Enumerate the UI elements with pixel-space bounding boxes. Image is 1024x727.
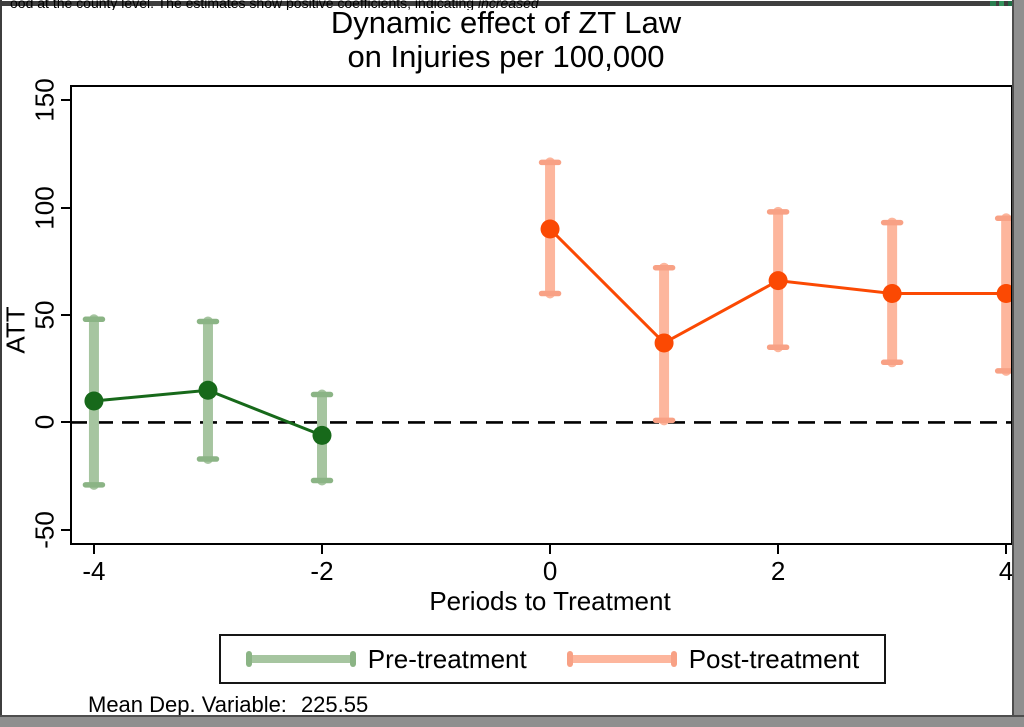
- mean-dep-variable-note: Mean Dep. Variable: 225.55: [88, 692, 368, 718]
- occluded-document-text: ood at the county level. The estimates s…: [10, 0, 539, 10]
- x-tick-label: 2: [770, 556, 786, 586]
- x-tick-label: 0: [542, 556, 558, 586]
- y-tick-label: 150: [29, 78, 60, 122]
- x-tick-mark: [777, 545, 780, 554]
- y-tick-mark: [61, 99, 70, 102]
- legend-entry-post-treatment: Post-treatment: [566, 643, 860, 675]
- x-tick-label: -4: [82, 556, 106, 586]
- occluded-document-strip: ood at the county level. The estimates s…: [0, 0, 1024, 10]
- x-tick-mark: [549, 545, 552, 554]
- x-tick-mark: [92, 545, 95, 554]
- y-tick-mark: [61, 528, 70, 531]
- toolbar-fragment-icon: [1008, 1, 1014, 6]
- y-tick-mark: [61, 421, 70, 424]
- plot-frame: [70, 85, 1013, 545]
- legend-box: Pre-treatment Post-treatment: [219, 634, 886, 684]
- y-tick-label: 100: [29, 185, 60, 230]
- y-tick-mark: [61, 206, 70, 209]
- x-tick-mark: [320, 545, 323, 554]
- note-label: Mean Dep. Variable:: [88, 692, 287, 717]
- plot-area: [70, 157, 1013, 490]
- post-treatment-line-sample-icon: [566, 650, 677, 668]
- legend-label-pre-treatment: Pre-treatment: [367, 643, 527, 674]
- y-tick-label: 0: [29, 415, 60, 430]
- chart-title: Dynamic effect of ZT Law on Injuries per…: [0, 6, 1012, 74]
- y-tick-label: 50: [29, 300, 60, 330]
- x-tick-label: 4: [998, 556, 1014, 586]
- window-top-border: [0, 1, 1024, 6]
- x-axis-title: Periods to Treatment: [429, 586, 671, 616]
- window-left-border: [0, 0, 2, 727]
- toolbar-fragment-icon: [990, 1, 996, 6]
- occluded-text-italic: increased: [477, 0, 539, 10]
- toolbar-fragment-icon: [999, 1, 1004, 6]
- pre-treatment-line-sample-icon: [245, 650, 356, 668]
- y-tick-mark: [61, 314, 70, 316]
- x-tick-label: -2: [310, 556, 334, 586]
- y-axis-title: ATT: [0, 306, 31, 354]
- legend-label-post-treatment: Post-treatment: [688, 643, 860, 674]
- note-value: 225.55: [300, 692, 369, 717]
- chart-title-line2: on Injuries per 100,000: [347, 39, 665, 74]
- y-tick-label: -50: [29, 511, 60, 549]
- x-tick-mark: [1005, 545, 1008, 554]
- chart-title-line1: Dynamic effect of ZT Law: [330, 5, 682, 40]
- occluded-text-regular: ood at the county level. The estimates s…: [10, 0, 478, 10]
- legend-entry-pre-treatment: Pre-treatment: [245, 643, 527, 675]
- window-bottom-border: [0, 715, 1024, 727]
- window-right-border: [1012, 0, 1024, 727]
